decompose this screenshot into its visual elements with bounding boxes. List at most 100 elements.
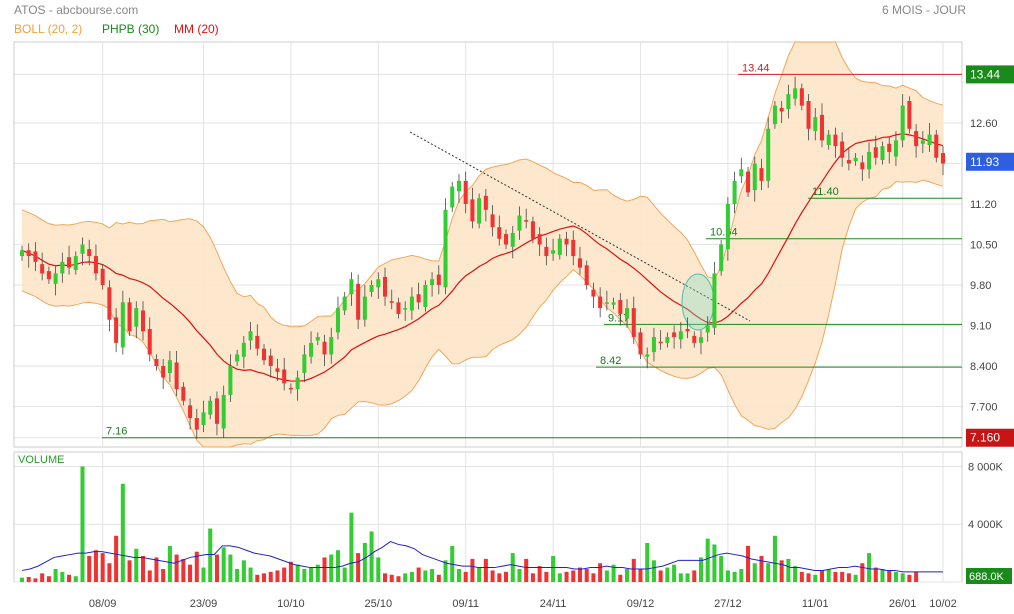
candle-down	[87, 249, 92, 257]
volume-bar-down	[504, 571, 509, 582]
candle-up	[900, 105, 905, 141]
candle-up	[73, 256, 78, 270]
candle-down	[524, 220, 529, 222]
x-tick-label: 26/01	[889, 598, 917, 610]
candle-up	[201, 412, 206, 426]
volume-bar-up	[80, 466, 85, 582]
volume-bar-up	[557, 573, 562, 582]
y-tick-label: 10.50	[970, 240, 998, 252]
candle-down	[759, 168, 764, 181]
candle-down	[631, 308, 636, 338]
candle-up	[409, 296, 414, 311]
volume-bar-down	[658, 570, 663, 582]
volume-bar-up	[900, 573, 905, 582]
volume-bar-up	[766, 563, 771, 582]
volume-bar-up	[423, 570, 428, 582]
volume-bar-up	[295, 564, 300, 582]
candle-down	[914, 131, 919, 147]
volume-bar-up	[335, 550, 340, 582]
candle-down	[618, 300, 623, 314]
candle-up	[705, 325, 710, 333]
volume-bar-down	[631, 558, 636, 582]
y-tick-label: 9.80	[970, 280, 991, 292]
candle-down	[833, 134, 838, 147]
volume-bar-up	[893, 571, 898, 582]
candle-down	[127, 302, 132, 332]
volume-bar-down	[396, 576, 401, 582]
volume-bar-down	[571, 570, 576, 582]
candle-down	[819, 114, 825, 141]
trend-line	[409, 131, 751, 322]
volume-bar-down	[154, 557, 159, 582]
candle-up	[611, 302, 616, 305]
volume-bar-up	[739, 569, 744, 582]
price-badge-label: 11.93	[970, 155, 999, 169]
candle-up	[604, 302, 609, 304]
candle-down	[504, 234, 509, 245]
candle-up	[167, 360, 172, 373]
candle-up	[423, 285, 428, 307]
y-tick-label: 11.20	[970, 199, 997, 211]
candle-down	[799, 88, 804, 106]
candle-down	[530, 221, 535, 239]
candle-down	[584, 265, 589, 285]
x-tick-label: 09/11	[452, 598, 479, 610]
volume-tick-label: 8 000K	[968, 461, 1004, 473]
volume-bar-up	[625, 569, 630, 582]
volume-bar-down	[275, 570, 280, 582]
candle-up	[766, 128, 771, 181]
volume-bar-down	[181, 558, 186, 582]
volume-bar-up	[329, 554, 334, 582]
volume-bar-up	[241, 560, 246, 582]
candle-up	[342, 296, 347, 311]
volume-bar-down	[819, 570, 825, 582]
candle-down	[907, 101, 912, 129]
volume-bar-down	[907, 574, 912, 582]
candle-down	[282, 369, 287, 384]
volume-bar-down	[692, 570, 697, 582]
volume-bar-up	[551, 556, 556, 582]
candle-down	[564, 238, 569, 245]
volume-bar-down	[174, 554, 179, 582]
legend-bollinger: BOLL (20, 2)	[14, 22, 83, 36]
volume-bar-up	[752, 563, 757, 582]
volume-bar-up	[719, 556, 724, 582]
candle-up	[752, 163, 757, 191]
candle-up	[793, 88, 798, 99]
candle-down	[188, 405, 193, 419]
candle-down	[114, 317, 119, 343]
candle-down	[571, 239, 576, 257]
breakout-ellipse	[681, 273, 715, 331]
volume-bar-down	[887, 570, 892, 582]
candle-down	[26, 250, 31, 257]
volume-bar-up	[732, 571, 737, 582]
volume-bar-down	[490, 570, 495, 582]
volume-bar-down	[26, 576, 31, 582]
volume-bar-up	[604, 570, 609, 582]
candle-down	[181, 386, 186, 401]
volume-tick-label: 4 000K	[968, 519, 1004, 531]
candle-down	[846, 160, 851, 164]
volume-bar-down	[759, 556, 764, 582]
candle-up	[651, 337, 656, 353]
candle-up	[510, 232, 515, 247]
volume-bar-up	[403, 573, 408, 582]
level-label: 10.64	[710, 227, 738, 239]
candle-up	[853, 157, 858, 162]
volume-bar-down	[873, 567, 878, 582]
volume-bar-up	[477, 567, 482, 582]
price-badge	[966, 65, 1014, 84]
volume-bar-up	[248, 567, 253, 582]
candle-down	[940, 153, 946, 164]
chart-title: ATOS - abcbourse.com	[14, 3, 139, 17]
volume-bar-up	[698, 557, 704, 582]
candle-down	[591, 289, 596, 297]
volume-bar-up	[208, 528, 213, 582]
candle-down	[658, 341, 663, 344]
volume-bar-down	[322, 557, 327, 582]
y-tick-label: 9.10	[970, 321, 991, 333]
volume-bar-down	[840, 571, 845, 582]
candle-up	[430, 279, 435, 285]
volume-bar-down	[746, 545, 751, 582]
candle-up	[315, 337, 320, 341]
